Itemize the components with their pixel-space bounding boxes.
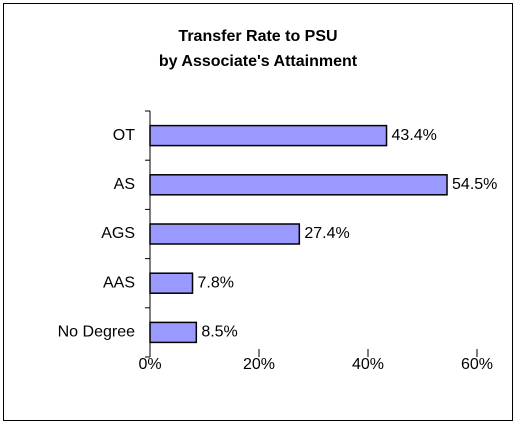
chart-border	[3, 3, 513, 421]
y-tick-label: AAS	[103, 274, 135, 291]
x-tick-label: 40%	[352, 356, 384, 373]
y-tick-label: No Degree	[58, 324, 135, 341]
x-tick-label: 20%	[243, 356, 275, 373]
y-tick-label: AGS	[101, 225, 135, 242]
x-tick-label: 0%	[138, 356, 161, 373]
chart-title: Transfer Rate to PSU	[178, 28, 337, 45]
bar	[149, 124, 388, 147]
y-tick-label: AS	[114, 176, 135, 193]
x-tick-label: 60%	[461, 356, 493, 373]
value-label: 7.8%	[198, 274, 234, 291]
value-label: 8.5%	[201, 324, 237, 341]
bar	[149, 321, 198, 344]
bar	[149, 272, 194, 294]
chart-subtitle: by Associate's Attainment	[159, 53, 358, 70]
y-tick-label: OT	[113, 127, 135, 144]
bar	[149, 174, 448, 196]
value-label: 43.4%	[392, 127, 437, 144]
value-label: 54.5%	[452, 176, 497, 193]
bar	[149, 223, 301, 245]
value-label: 27.4%	[304, 225, 349, 242]
